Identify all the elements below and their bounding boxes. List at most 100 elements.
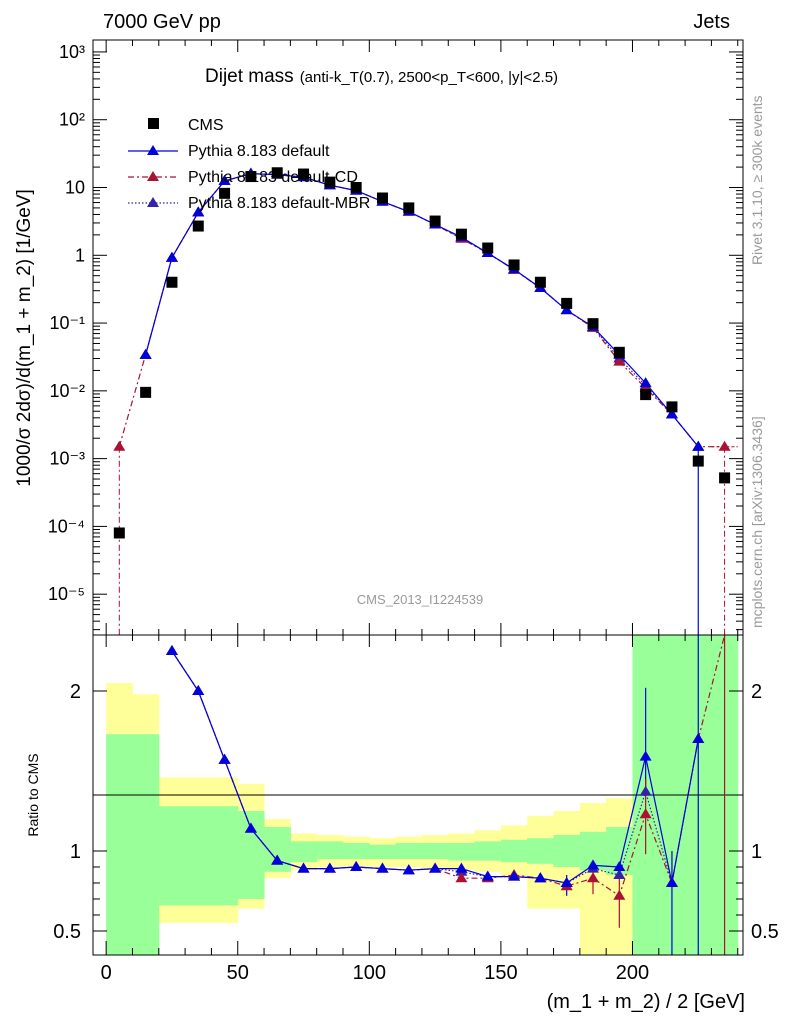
band-green <box>158 806 186 906</box>
data-point-cms <box>113 527 125 539</box>
data-point-cms <box>587 318 599 330</box>
marker-default <box>192 206 205 217</box>
ratio-marker-default <box>376 862 389 873</box>
marker-default <box>639 377 652 388</box>
data-point-cms <box>640 389 652 401</box>
ratio-x-tick-label: 50 <box>227 962 249 984</box>
band-green <box>421 843 449 859</box>
ratio-panel: 0.5 0.5 1 1 2 2 0 50 100 150 200 <box>53 634 779 984</box>
ratio-marker-default <box>297 862 310 873</box>
marker-default <box>665 408 678 419</box>
band-green <box>553 835 581 867</box>
ratio-x-tick-label: 150 <box>484 962 517 984</box>
main-y-ticks: 10⁻⁵ 10⁻⁴ 10⁻³ 10⁻² 10⁻¹ 1 10 10² 10³ <box>48 40 743 635</box>
band-green <box>474 841 502 861</box>
energy-label: 7000 GeV pp <box>103 11 221 33</box>
data-point-cms <box>455 228 467 240</box>
ratio-marker-default <box>244 822 257 833</box>
band-green <box>395 843 423 859</box>
data-point-cms <box>192 220 204 232</box>
ratio-marker-mbr <box>613 869 626 879</box>
ratio-marker-default <box>192 685 205 695</box>
ratio-marker-default <box>481 870 494 881</box>
marker-default <box>165 251 178 262</box>
ratio-marker-cd <box>613 889 626 900</box>
marker-default <box>692 440 705 451</box>
data-point-cms <box>561 297 573 309</box>
ratio-marker-default <box>508 870 521 881</box>
main-y-tick-label: 10² <box>59 110 85 130</box>
ratio-y-tick-label: 1 <box>70 841 81 863</box>
data-point-cms <box>298 168 310 180</box>
legend-marker-cms <box>148 118 159 129</box>
ratio-y-tick-label: 2 <box>70 681 81 703</box>
band-green <box>290 841 318 863</box>
ratio-y-tick-label-right: 1 <box>751 841 762 863</box>
band-green <box>132 734 160 955</box>
data-point-cms <box>376 192 388 204</box>
ratio-marker-default <box>587 859 599 870</box>
ratio-marker-default <box>429 862 442 873</box>
ratio-y-tick-label-right: 0.5 <box>751 921 779 943</box>
series-line-cd <box>118 173 725 448</box>
band-green <box>369 844 397 859</box>
ratio-marker-default <box>639 750 652 761</box>
main-y-tick-label: 10³ <box>59 42 85 62</box>
ratio-marker-cd <box>455 872 468 883</box>
ratio-data <box>165 634 726 955</box>
data-point-cms <box>166 276 178 288</box>
data-point-cms <box>534 276 546 288</box>
series-line-mbr <box>145 173 699 448</box>
data-point-cms <box>324 176 336 188</box>
legend-marker-default <box>147 145 159 155</box>
ratio-y-tick-label-right: 2 <box>751 681 762 703</box>
main-y-tick-label: 1 <box>75 245 85 265</box>
band-green <box>316 841 344 859</box>
main-y-tick-label: 10⁻² <box>49 381 85 401</box>
ratio-marker-default <box>613 861 626 871</box>
ratio-marker-default <box>350 861 363 871</box>
data-point-cms <box>403 202 415 214</box>
main-data <box>113 167 738 635</box>
marker-default <box>560 304 573 315</box>
mcplots-label: mcplots.cern.ch [arXiv:1306.3436] <box>749 416 765 628</box>
ratio-marker-default <box>455 862 468 873</box>
ratio-marker-default <box>271 854 284 865</box>
ratio-marker-cd <box>639 808 652 819</box>
rivet-label: Rivet 3.1.10, ≥ 300k events <box>749 95 765 265</box>
marker-default <box>218 174 231 185</box>
data-point-cms <box>140 386 152 398</box>
data-point-cms <box>482 242 494 254</box>
ratio-x-tick-label: 0 <box>101 962 112 984</box>
data-point-cms <box>613 346 625 358</box>
x-axis-label: (m_1 + m_2) / 2 [GeV] <box>547 991 745 1013</box>
legend-label-mbr: Pythia 8.183 default-MBR <box>188 195 370 212</box>
data-point-cms <box>245 171 257 183</box>
legend-marker-cd <box>147 171 159 181</box>
data-point-cms <box>271 167 283 179</box>
ratio-marker-default <box>323 862 336 873</box>
ratio-marker-default <box>402 864 415 875</box>
analysis-id-watermark: CMS_2013_I1224539 <box>357 592 484 607</box>
marker-cd <box>718 440 731 451</box>
main-y-tick-label: 10 <box>65 177 85 197</box>
chart-title-main: Dijet mass <box>205 66 294 87</box>
ratio-y-tick-label: 0.5 <box>53 921 81 943</box>
main-y-tick-label: 10⁻⁴ <box>48 516 85 536</box>
data-point-cms <box>219 187 231 199</box>
marker-default <box>139 348 152 359</box>
marker-cd <box>613 355 626 366</box>
ratio-marker-default <box>560 877 573 887</box>
ratio-marker-mbr <box>639 785 652 796</box>
band-green <box>448 843 476 861</box>
legend-marker-mbr <box>147 197 159 207</box>
ratio-marker-default <box>165 645 178 655</box>
ratio-marker-cd <box>587 872 599 883</box>
ratio-x-tick-label: 100 <box>353 962 386 984</box>
band-green <box>500 839 528 863</box>
ratio-marker-default <box>665 877 678 887</box>
data-point-cms <box>429 215 441 227</box>
process-label: Jets <box>693 11 730 33</box>
legend-label-cd: Pythia 8.183 default-CD <box>188 169 358 186</box>
